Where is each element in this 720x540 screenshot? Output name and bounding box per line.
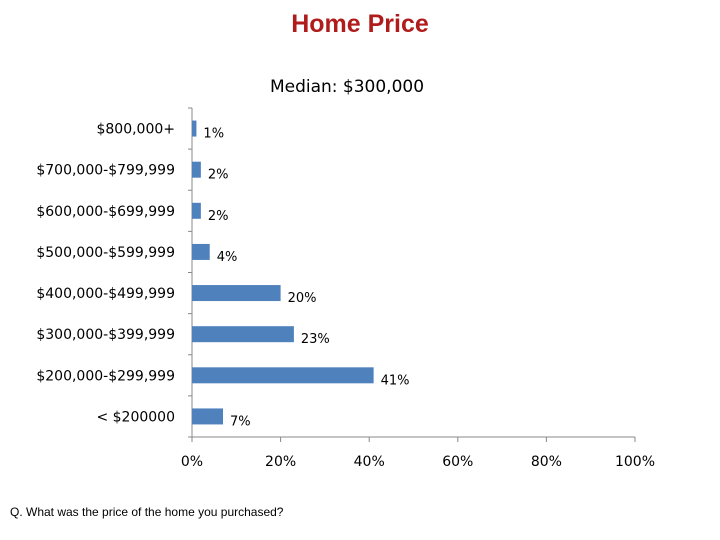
data-label: 2% (208, 209, 229, 224)
x-tick-label: 20% (265, 454, 296, 470)
category-label: $200,000-$299,999 (36, 368, 175, 384)
data-label: 20% (288, 291, 317, 306)
bar (192, 202, 201, 219)
bar (192, 161, 201, 178)
data-label: 4% (217, 250, 238, 265)
data-label: 1% (203, 127, 224, 142)
x-tick-label: 60% (442, 454, 473, 470)
x-tick-label: 100% (615, 454, 655, 470)
data-label: 7% (230, 414, 251, 429)
x-tick-label: 80% (531, 454, 562, 470)
bar (192, 285, 281, 302)
category-label: $400,000-$499,999 (36, 286, 175, 302)
category-label: $300,000-$399,999 (36, 327, 175, 343)
question-footnote: Q. What was the price of the home you pu… (10, 505, 284, 519)
chart-subtitle: Median: $300,000 (270, 77, 424, 97)
category-label: $600,000-$699,999 (36, 204, 175, 220)
bar (192, 408, 224, 425)
data-label: 41% (381, 373, 410, 388)
bar (192, 367, 374, 384)
bar (192, 326, 294, 343)
page-title: Home Price (291, 10, 429, 38)
data-label: 23% (301, 332, 330, 347)
category-label: < $200000 (96, 409, 175, 425)
bar-chart: Median: $300,000 0% 20% 40% 60% 80% 100% $800,… (36, 77, 655, 470)
x-tick-label: 0% (181, 454, 203, 470)
category-label: $500,000-$599,999 (36, 245, 175, 261)
x-tick-label: 40% (354, 454, 385, 470)
category-label: $700,000-$799,999 (36, 163, 175, 179)
data-label: 2% (208, 168, 229, 183)
category-label: $800,000+ (96, 122, 175, 138)
bar (192, 243, 210, 260)
bar (192, 120, 197, 137)
